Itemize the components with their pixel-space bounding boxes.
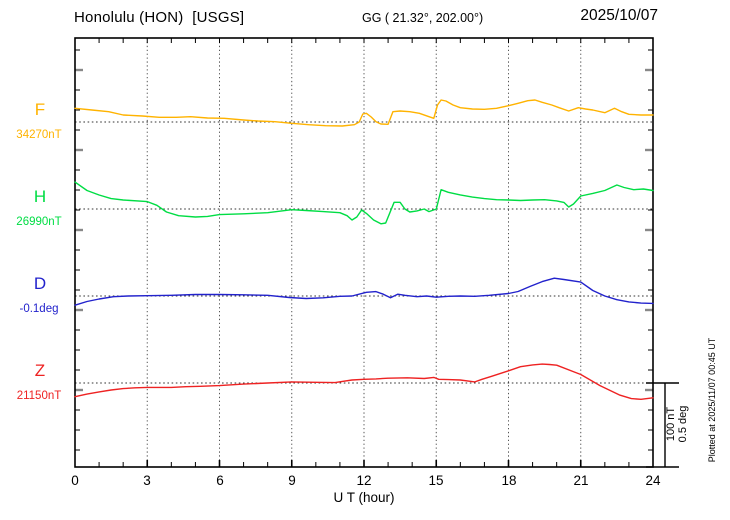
x-tick-label: 21 bbox=[573, 473, 589, 488]
channel-label-z: Z bbox=[34, 361, 46, 380]
channel-label-h: H bbox=[33, 187, 47, 206]
scale-bar-deg-label: 0.5 deg bbox=[677, 405, 689, 443]
channel-label-d: D bbox=[33, 274, 47, 293]
channel-label-f: F bbox=[34, 100, 46, 119]
trace-h bbox=[74, 181, 654, 225]
x-tick-label: 15 bbox=[428, 473, 444, 488]
x-tick-label: 18 bbox=[501, 473, 517, 488]
x-tick-label: 0 bbox=[71, 473, 79, 488]
x-tick-label: 9 bbox=[288, 473, 296, 488]
x-tick-label: 6 bbox=[216, 473, 224, 488]
geographic-coordinates-label: GG ( 21.32°, 202.00°) bbox=[362, 11, 484, 25]
x-axis-title: U T (hour) bbox=[333, 490, 395, 505]
scale-bar-nt-label: 100 nT bbox=[665, 406, 677, 442]
observation-date-label: 2025/10/07 bbox=[580, 7, 658, 24]
channel-baseline-d: -0.1deg bbox=[19, 303, 59, 315]
trace-f bbox=[74, 99, 654, 127]
trace-d bbox=[74, 277, 654, 306]
x-tick-label: 24 bbox=[645, 473, 661, 488]
trace-z bbox=[74, 363, 654, 400]
channel-baseline-z: 21150nT bbox=[16, 390, 62, 402]
plotted-at-label: Plotted at 2025/11/07 00:45 UT bbox=[707, 337, 717, 463]
channel-baseline-f: 34270nT bbox=[16, 129, 62, 141]
channel-baseline-h: 26990nT bbox=[16, 216, 62, 228]
station-title: Honolulu (HON) [USGS] bbox=[74, 9, 245, 26]
x-tick-label: 12 bbox=[356, 473, 372, 488]
x-tick-label: 3 bbox=[143, 473, 151, 488]
